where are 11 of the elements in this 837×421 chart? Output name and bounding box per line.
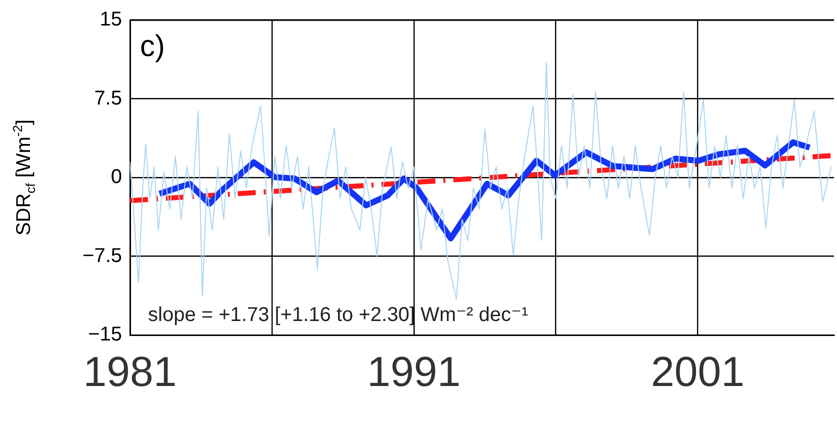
x-tick-label: 1991	[367, 348, 461, 395]
y-tick-label: 15	[100, 8, 122, 31]
y-axis-title: SDRcf [Wm-2]	[10, 119, 38, 236]
annotation: slope = +1.73 [+1.16 to +2.30] Wm⁻² dec⁻¹	[148, 304, 529, 326]
x-tick-label: 2001	[651, 348, 744, 395]
chart-title: c)	[140, 30, 165, 63]
y-tick-label: −7.5	[82, 244, 122, 267]
x-tick-label: 1981	[83, 348, 177, 395]
y-tick-label: 0	[110, 166, 122, 188]
y-tick-label: −15	[88, 324, 122, 346]
y-tick-label: 7.5	[94, 87, 122, 110]
